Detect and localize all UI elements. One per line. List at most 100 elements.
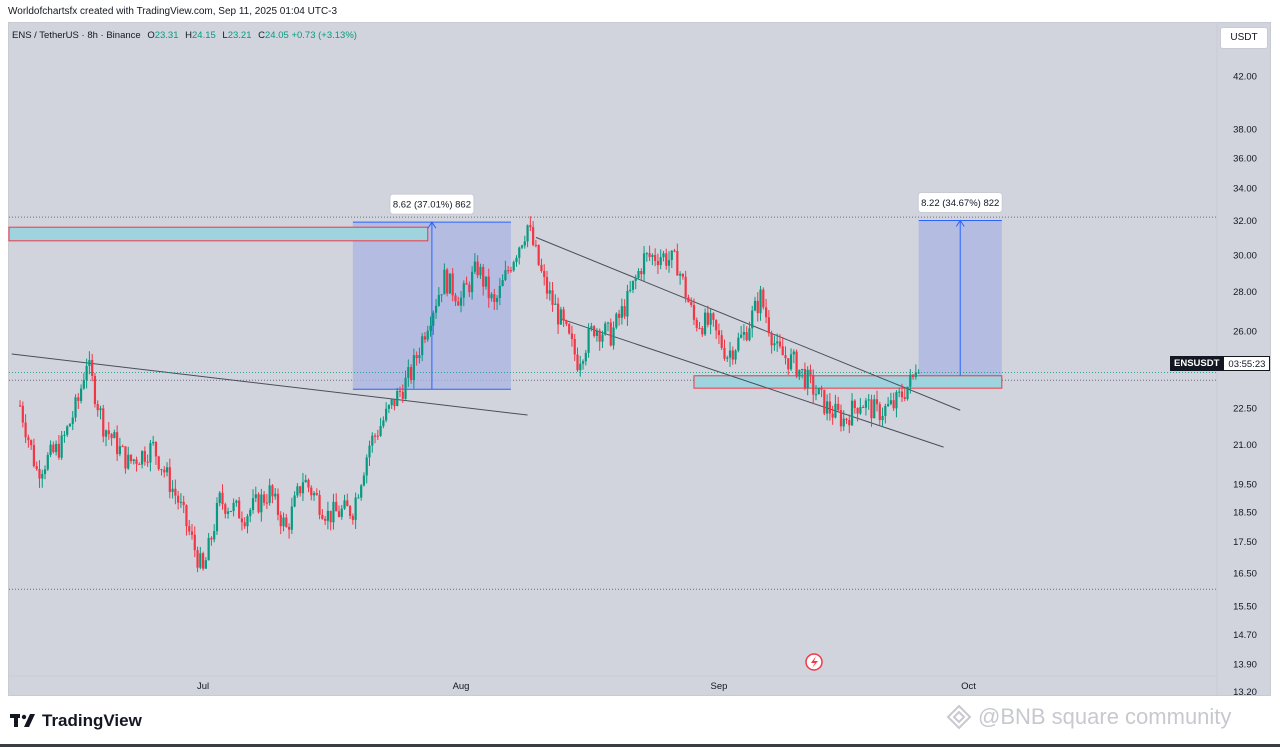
candle-body [623,306,626,317]
candle-body [482,266,485,287]
candle-body [362,475,366,486]
candle-body [812,375,815,395]
candle-body [548,290,551,294]
candle-body [163,469,166,473]
candle-body [906,386,909,400]
candle-body [784,355,787,359]
candle-body [118,446,121,455]
candle-body [60,435,63,458]
open-value: 23.31 [154,30,179,41]
candle-body [587,328,590,353]
price-tag-symbol: ENSUSDT [1170,356,1224,371]
measure-arrow-head [427,221,437,229]
candle-body [415,355,418,359]
open-label: O [147,30,155,41]
candle-body [520,245,524,248]
candle-body [556,303,560,325]
candle-body [96,404,99,411]
candle-body [249,510,252,517]
candle-body [468,284,471,293]
candle-body [875,399,879,405]
candle-body [687,297,690,303]
chart-pane[interactable] [8,22,1271,696]
time-tick-label: Oct [961,681,976,692]
candle-body [282,517,285,527]
candle-body [99,408,102,411]
candle-body [540,264,543,271]
candle-body [867,399,870,401]
candle-body [665,253,668,266]
measure-label-box [389,193,475,215]
candle-body [895,392,898,409]
candle-body [684,276,687,298]
candle-body [659,257,662,266]
tradingview-logo[interactable]: TradingView [10,711,142,731]
candle-body [551,290,554,305]
candle-body [620,306,623,318]
candle-body [612,327,615,346]
currency-button[interactable]: USDT [1220,27,1268,49]
candle-body [337,511,341,517]
resistance-zone [8,226,429,242]
candle-body [626,290,629,317]
candle-body [581,361,585,364]
candle-body [218,492,221,504]
candle-body [88,360,91,366]
candle-body [204,560,207,569]
candle-body [742,332,745,335]
candle-body [543,270,546,278]
candle-body [656,261,660,266]
candle-body [737,337,740,351]
candle-body [562,309,565,321]
candle-body [390,399,393,406]
candle-body [285,517,288,527]
price-tick-label: 16.50 [1233,568,1257,579]
price-tick-label: 18.50 [1233,508,1257,519]
candle-body [493,294,496,303]
candle-body [240,518,244,523]
candle-body [276,493,280,515]
candle-body [32,445,36,467]
candle-body [773,343,776,346]
candle-body [814,394,818,396]
candle-body [146,461,149,463]
candle-body [903,397,906,400]
candle-body [532,227,535,245]
tradingview-logo-text: TradingView [42,711,142,730]
candle-body [723,347,726,359]
candle-body [310,487,313,496]
candle-body [518,247,521,258]
candle-body [559,309,562,325]
candle-body [104,430,108,437]
candle-body [640,270,643,275]
candle-body [698,327,701,329]
candle-body [759,289,762,314]
candle-body [30,440,33,446]
candle-body [41,473,44,479]
candle-body [823,389,826,414]
candle-body [107,430,110,435]
candle-body [371,435,374,446]
watermark-text: @BNB square community [978,704,1232,729]
low-label: L [222,30,228,41]
candle-body [728,350,732,358]
price-tick-label: 15.50 [1233,602,1257,613]
candle-body [806,369,809,389]
candle-body [898,391,901,393]
candle-body [798,369,801,377]
candle-body [437,295,440,306]
candle-body [756,300,759,314]
candle-body [207,537,210,561]
candle-body [434,305,438,313]
candle-body [190,531,194,535]
candle-body [673,250,676,252]
candle-body [243,522,246,527]
candle-body [368,445,371,458]
candle-body [46,454,49,470]
price-tick-label: 30.00 [1233,250,1257,261]
candle-body [850,400,854,426]
candle-body [379,426,382,436]
time-tick-label: Jul [197,681,209,692]
symbol-name: ENS / TetherUS · 8h · Binance [12,30,141,41]
